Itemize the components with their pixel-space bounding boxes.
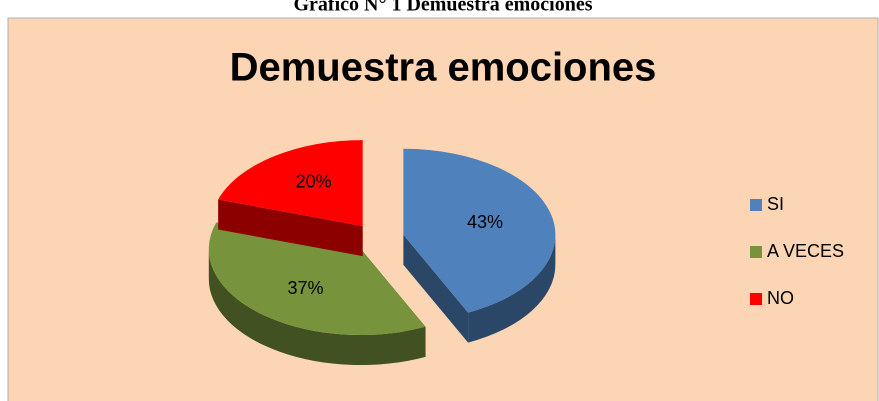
pie-slice — [218, 140, 363, 227]
data-label: 37% — [288, 278, 324, 298]
slice-side — [218, 199, 363, 257]
legend-swatch — [750, 293, 762, 305]
slice-side — [468, 234, 556, 343]
data-label: 43% — [467, 212, 503, 232]
legend-label: NO — [767, 288, 794, 308]
legend-label: A VECES — [767, 241, 844, 261]
pie-slice — [208, 222, 426, 336]
pie-slice — [403, 148, 556, 313]
legend-swatch — [750, 246, 762, 258]
legend-label: SI — [767, 194, 784, 214]
slice-side — [208, 249, 426, 366]
caption: Gráfico N° 1 Demuestra emociones — [293, 0, 592, 16]
legend-swatch — [750, 199, 762, 211]
data-label: 20% — [296, 172, 332, 192]
chart-title: Demuestra emociones — [230, 46, 657, 90]
slice-side — [403, 234, 469, 343]
